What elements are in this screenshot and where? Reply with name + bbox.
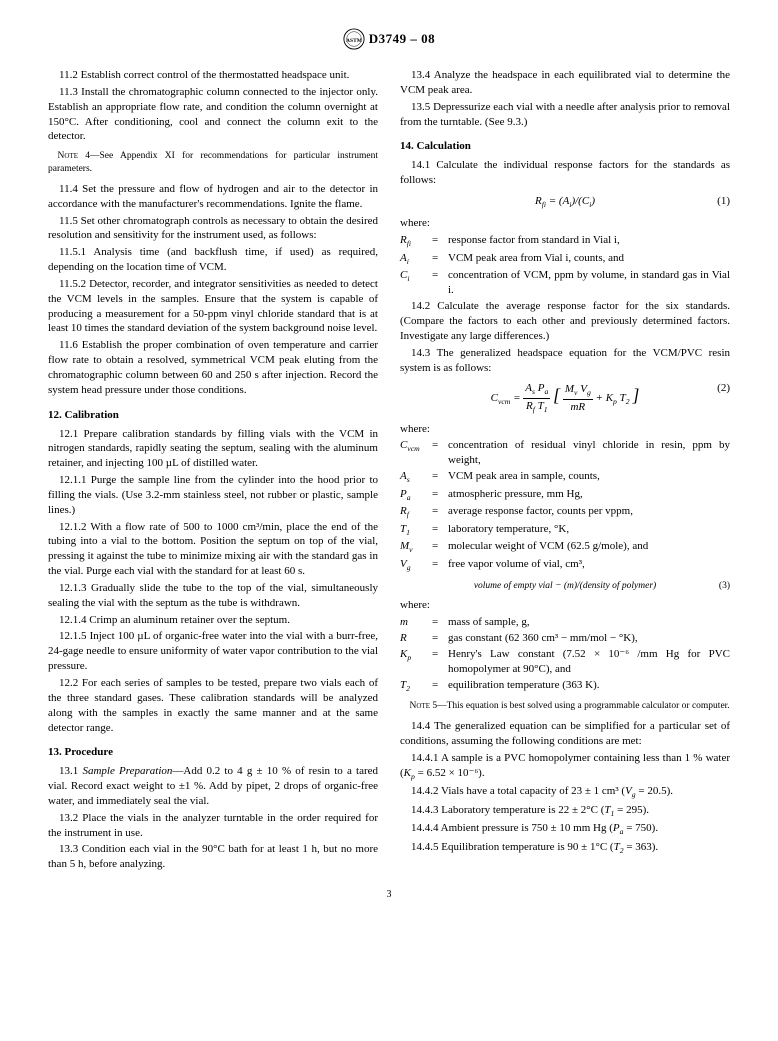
para-14-4-1: 14.4.1 A sample is a PVC homopolymer con…	[400, 751, 730, 782]
para-12-2: 12.2 For each series of samples to be te…	[48, 676, 378, 735]
para-13-5: 13.5 Depressurize each vial with a needl…	[400, 100, 730, 130]
def-t1: T1=laboratory temperature, °K,	[400, 522, 730, 539]
equation-2: Cvcm = As PaRf T1 [ Mv VgmR + Kp T2 ] (2…	[400, 381, 730, 415]
def-as: As=VCM peak area in sample, counts,	[400, 469, 730, 486]
para-14-1: 14.1 Calculate the individual response f…	[400, 158, 730, 188]
para-11-3: 11.3 Install the chromatographic column …	[48, 85, 378, 144]
para-14-4-5: 14.4.5 Equilibration temperature is 90 ±…	[400, 840, 730, 857]
def-r: R=gas constant (62 360 cm³ − mm/mol − °K…	[400, 631, 730, 646]
equation-3: volume of empty vial − (m)/(density of p…	[400, 580, 730, 593]
note-5: Note 5—This equation is best solved usin…	[400, 700, 730, 713]
def-pa: Pa=atmospheric pressure, mm Hg,	[400, 487, 730, 504]
para-11-5: 11.5 Set other chromatograph controls as…	[48, 214, 378, 244]
def-rfi: Rfi=response factor from standard in Via…	[400, 233, 730, 250]
def-rf: Rf=average response factor, counts per v…	[400, 504, 730, 521]
note-4: Note 4—See Appendix XI for recommendatio…	[48, 150, 378, 176]
def-m: m=mass of sample, g,	[400, 615, 730, 630]
para-14-3: 14.3 The generalized headspace equation …	[400, 346, 730, 376]
para-11-2: 11.2 Establish correct control of the th…	[48, 68, 378, 83]
section-14: 14. Calculation	[400, 139, 730, 154]
astm-logo: ASTM	[343, 28, 365, 50]
para-12-1-5: 12.1.5 Inject 100 µL of organic-free wat…	[48, 629, 378, 674]
para-11-4: 11.4 Set the pressure and flow of hydrog…	[48, 182, 378, 212]
page-number: 3	[48, 888, 730, 902]
designation: D3749 – 08	[369, 30, 435, 48]
svg-text:ASTM: ASTM	[346, 38, 363, 44]
def-ai: Ai=VCM peak area from Vial i, counts, an…	[400, 251, 730, 268]
para-13-2: 13.2 Place the vials in the analyzer tur…	[48, 811, 378, 841]
def-mv: Mv=molecular weight of VCM (62.5 g/mole)…	[400, 539, 730, 556]
para-13-3: 13.3 Condition each vial in the 90°C bat…	[48, 842, 378, 872]
equation-1: Rfi = (Ai)/(Ci) (1)	[400, 194, 730, 211]
para-11-6: 11.6 Establish the proper combination of…	[48, 338, 378, 397]
where-3: where:	[400, 598, 730, 613]
para-14-4: 14.4 The generalized equation can be sim…	[400, 719, 730, 749]
para-11-5-1: 11.5.1 Analysis time (and backflush time…	[48, 245, 378, 275]
page-header: ASTM D3749 – 08	[48, 28, 730, 50]
para-14-4-4: 14.4.4 Ambient pressure is 750 ± 10 mm H…	[400, 821, 730, 838]
para-13-4: 13.4 Analyze the headspace in each equil…	[400, 68, 730, 98]
para-12-1-3: 12.1.3 Gradually slide the tube to the t…	[48, 581, 378, 611]
para-13-1: 13.1 Sample Preparation—Add 0.2 to 4 g ±…	[48, 764, 378, 809]
def-vg: Vg=free vapor volume of vial, cm³,	[400, 557, 730, 574]
para-12-1: 12.1 Prepare calibration standards by fi…	[48, 427, 378, 472]
def-t2: T2=equilibration temperature (363 K).	[400, 678, 730, 695]
def-cvcm: Cvcm=concentration of residual vinyl chl…	[400, 438, 730, 468]
def-kp: Kp=Henry's Law constant (7.52 × 10⁻⁶ /mm…	[400, 647, 730, 677]
section-13: 13. Procedure	[48, 745, 378, 760]
section-12: 12. Calibration	[48, 408, 378, 423]
where-2: where:	[400, 422, 730, 437]
body-columns: 11.2 Establish correct control of the th…	[48, 68, 730, 872]
para-14-4-2: 14.4.2 Vials have a total capacity of 23…	[400, 784, 730, 801]
para-14-2: 14.2 Calculate the average response fact…	[400, 299, 730, 344]
def-ci: Ci=concentration of VCM, ppm by volume, …	[400, 268, 730, 298]
para-12-1-4: 12.1.4 Crimp an aluminum retainer over t…	[48, 613, 378, 628]
para-14-4-3: 14.4.3 Laboratory temperature is 22 ± 2°…	[400, 803, 730, 820]
where-1: where:	[400, 216, 730, 231]
para-11-5-2: 11.5.2 Detector, recorder, and integrato…	[48, 277, 378, 336]
para-12-1-1: 12.1.1 Purge the sample line from the cy…	[48, 473, 378, 518]
para-12-1-2: 12.1.2 With a flow rate of 500 to 1000 c…	[48, 520, 378, 579]
